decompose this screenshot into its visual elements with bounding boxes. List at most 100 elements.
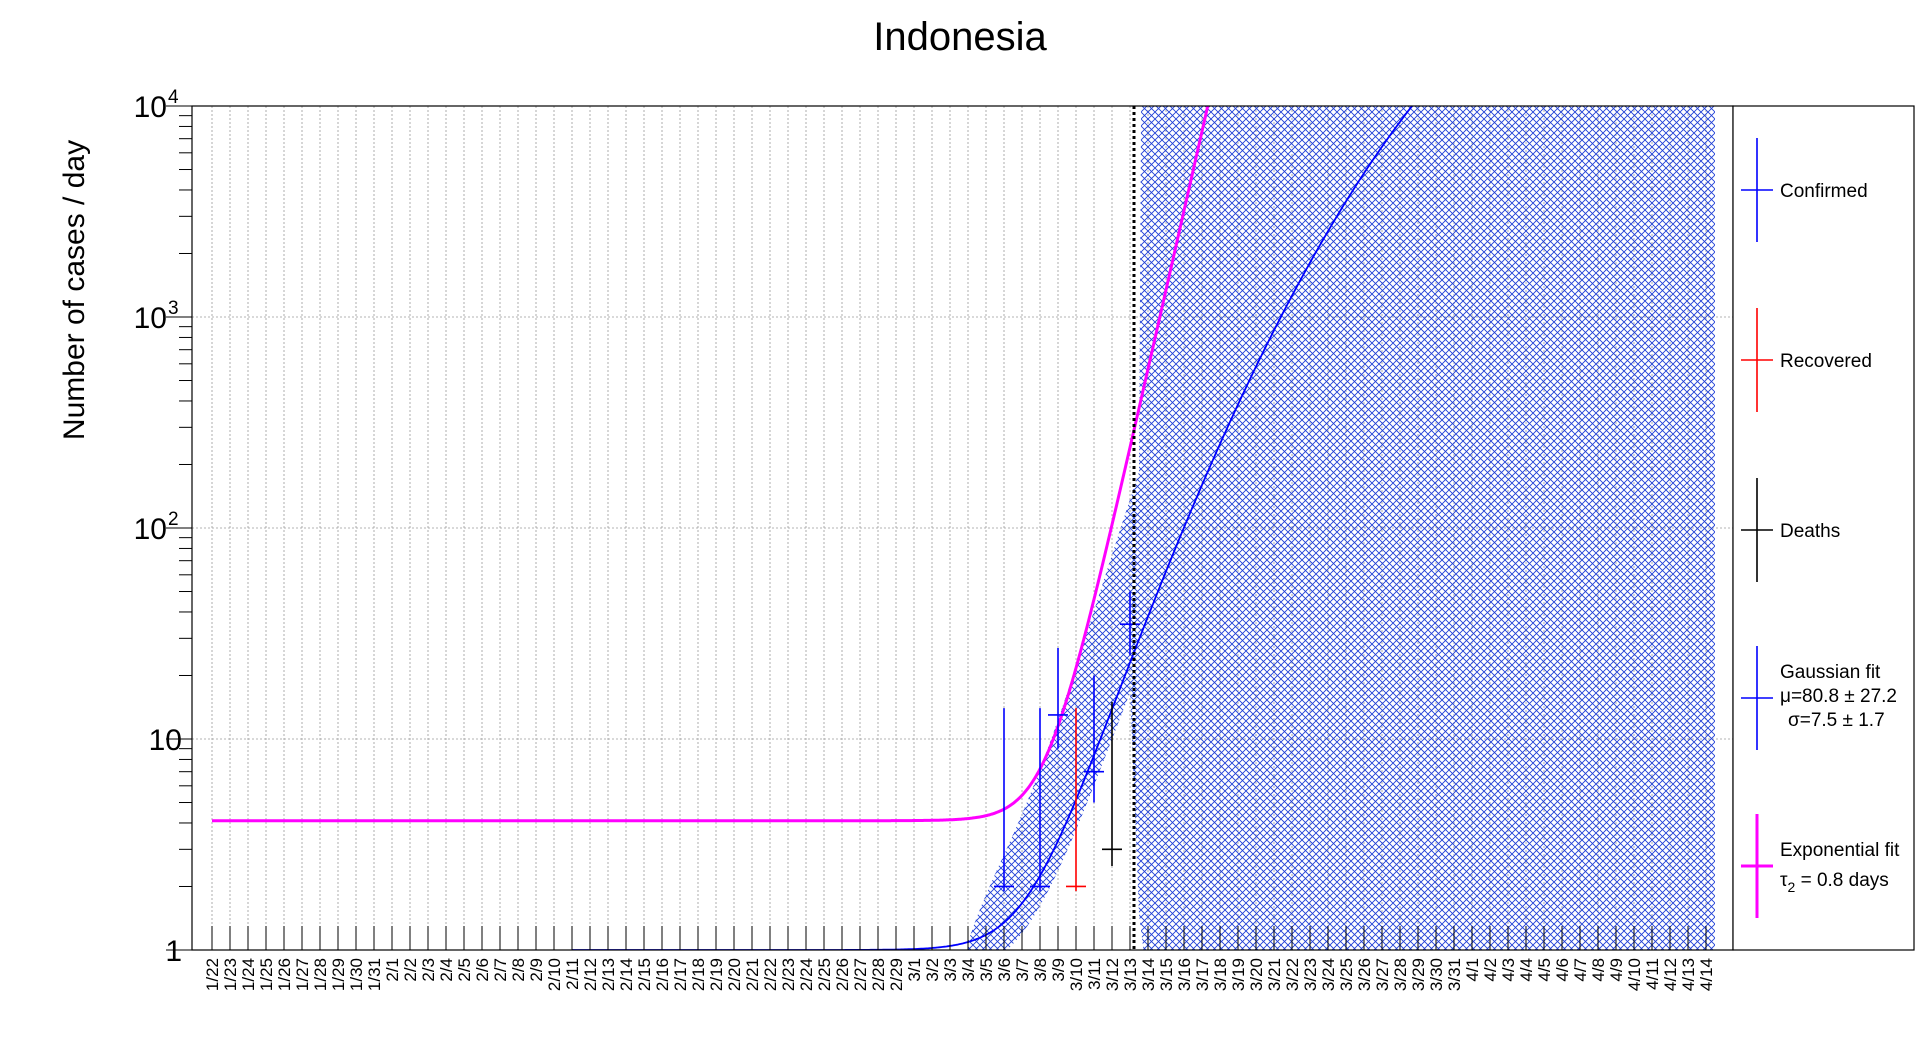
x-tick-label: 2/18 (689, 958, 708, 991)
chart-title: Indonesia (873, 15, 1047, 59)
x-tick-label: 2/22 (761, 958, 780, 991)
x-tick-label: 4/9 (1607, 958, 1626, 982)
legend-label-tau: τ2 = 0.8 days (1780, 870, 1889, 895)
data-point-recovered (1066, 708, 1086, 892)
y-axis-label: Number of cases / day (58, 140, 91, 440)
x-tick-label: 2/17 (671, 958, 690, 991)
x-tick-label: 4/6 (1553, 958, 1572, 982)
x-tick-label: 3/19 (1229, 958, 1248, 991)
x-tick-label: 2/13 (599, 958, 618, 991)
x-tick-label: 3/25 (1337, 958, 1356, 991)
x-tick-label: 3/6 (995, 958, 1014, 982)
x-tick-label: 2/21 (743, 958, 762, 991)
legend-label: Gaussian fit (1780, 662, 1881, 683)
y-tick-label: 10 (134, 302, 167, 335)
x-tick-label: 3/31 (1445, 958, 1464, 991)
legend-label: Deaths (1780, 521, 1840, 542)
x-tick-label: 1/25 (257, 958, 276, 991)
x-tick-label: 2/11 (563, 958, 582, 990)
x-tick-label: 3/9 (1049, 958, 1068, 982)
x-tick-label: 3/29 (1409, 958, 1428, 991)
x-tick-label: 2/16 (653, 958, 672, 991)
x-tick-label: 2/29 (887, 958, 906, 991)
x-tick-label: 2/4 (437, 958, 456, 982)
data-point-confirmed (994, 708, 1014, 892)
x-tick-label: 3/26 (1355, 958, 1374, 991)
x-tick-label: 4/2 (1481, 958, 1500, 982)
x-tick-label: 4/5 (1535, 958, 1554, 982)
x-tick-label: 3/7 (1013, 958, 1032, 982)
x-tick-label: 2/14 (617, 958, 636, 991)
x-tick-label: 3/1 (905, 958, 924, 982)
x-tick-label: 1/22 (203, 958, 222, 991)
x-tick-label: 3/2 (923, 958, 942, 982)
legend-label-mu: μ=80.8 ± 27.2 (1780, 686, 1897, 707)
exponential-fit-curve (212, 106, 1210, 823)
fit-curves (212, 106, 1414, 950)
x-tick-label: 1/28 (311, 958, 330, 991)
x-tick-label: 3/18 (1211, 958, 1230, 991)
x-tick-label: 2/23 (779, 958, 798, 991)
y-tick-label: 10 (149, 724, 182, 757)
y-tick-label: 1 (165, 935, 182, 968)
x-tick-label: 3/28 (1391, 958, 1410, 991)
x-tick-label: 1/27 (293, 958, 312, 991)
gaussian-band-area (968, 106, 1715, 950)
data-points (994, 591, 1140, 892)
x-tick-label: 4/3 (1499, 958, 1518, 982)
x-tick-label: 3/13 (1121, 958, 1140, 991)
x-tick-label: 3/15 (1157, 958, 1176, 991)
x-tick-label: 3/16 (1175, 958, 1194, 991)
legend-label: Confirmed (1780, 181, 1868, 202)
x-tick-label: 2/26 (833, 958, 852, 991)
y-tick-exponent: 4 (168, 87, 179, 108)
x-tick-label: 2/7 (491, 958, 510, 982)
x-tick-label: 4/4 (1517, 958, 1536, 982)
data-point-deaths (1102, 701, 1122, 867)
x-tick-label: 4/13 (1679, 958, 1698, 991)
x-tick-label: 4/1 (1463, 958, 1482, 982)
x-tick-label: 1/24 (239, 958, 258, 991)
legend-label: Recovered (1780, 351, 1872, 372)
x-tick-label: 2/5 (455, 958, 474, 982)
x-tick-label: 3/22 (1283, 958, 1302, 991)
x-tick-label: 4/7 (1571, 958, 1590, 982)
x-tick-label: 4/10 (1625, 958, 1644, 991)
x-tick-label: 1/30 (347, 958, 366, 991)
x-tick-label: 3/12 (1103, 958, 1122, 991)
x-tick-label: 3/4 (959, 958, 978, 982)
x-tick-label: 2/1 (383, 958, 402, 982)
legend-entry-3: Gaussian fit μ=80.8 ± 27.2 σ=7.5 ± 1.7 (1741, 646, 1897, 750)
x-tick-label: 1/23 (221, 958, 240, 991)
x-tick-label: 2/20 (725, 958, 744, 991)
x-tick-label: 2/12 (581, 958, 600, 991)
x-tick-label: 2/24 (797, 958, 816, 991)
x-tick-label: 3/3 (941, 958, 960, 982)
gaussian-fit-band (968, 106, 1715, 950)
data-point-confirmed (1120, 591, 1140, 656)
x-tick-label: 3/27 (1373, 958, 1392, 991)
data-point-confirmed (1084, 675, 1104, 803)
x-tick-label: 3/24 (1319, 958, 1338, 991)
x-tick-label: 4/12 (1661, 958, 1680, 991)
x-tick-label: 2/15 (635, 958, 654, 991)
x-tick-label: 1/29 (329, 958, 348, 991)
y-tick-label: 10 (134, 513, 167, 546)
x-axis: 1/22 1/23 1/24 1/25 1/26 1/27 1/28 1/29 1/30 1/31… (203, 926, 1716, 991)
x-tick-label: 2/28 (869, 958, 888, 991)
x-tick-label: 3/30 (1427, 958, 1446, 991)
x-tick-label: 4/14 (1697, 958, 1716, 991)
x-tick-label: 3/23 (1301, 958, 1320, 991)
legend-label-sigma: σ=7.5 ± 1.7 (1788, 710, 1885, 731)
x-tick-label: 2/3 (419, 958, 438, 982)
legend-box (1732, 105, 1915, 951)
x-tick-label: 4/11 (1643, 958, 1662, 990)
legend-entry-2: Deaths (1741, 478, 1840, 582)
x-tick-label: 1/31 (365, 958, 384, 991)
x-tick-label: 3/21 (1265, 958, 1284, 991)
x-tick-label: 2/2 (401, 958, 420, 982)
x-tick-label: 2/27 (851, 958, 870, 991)
legend-label: Exponential fit (1780, 840, 1900, 861)
